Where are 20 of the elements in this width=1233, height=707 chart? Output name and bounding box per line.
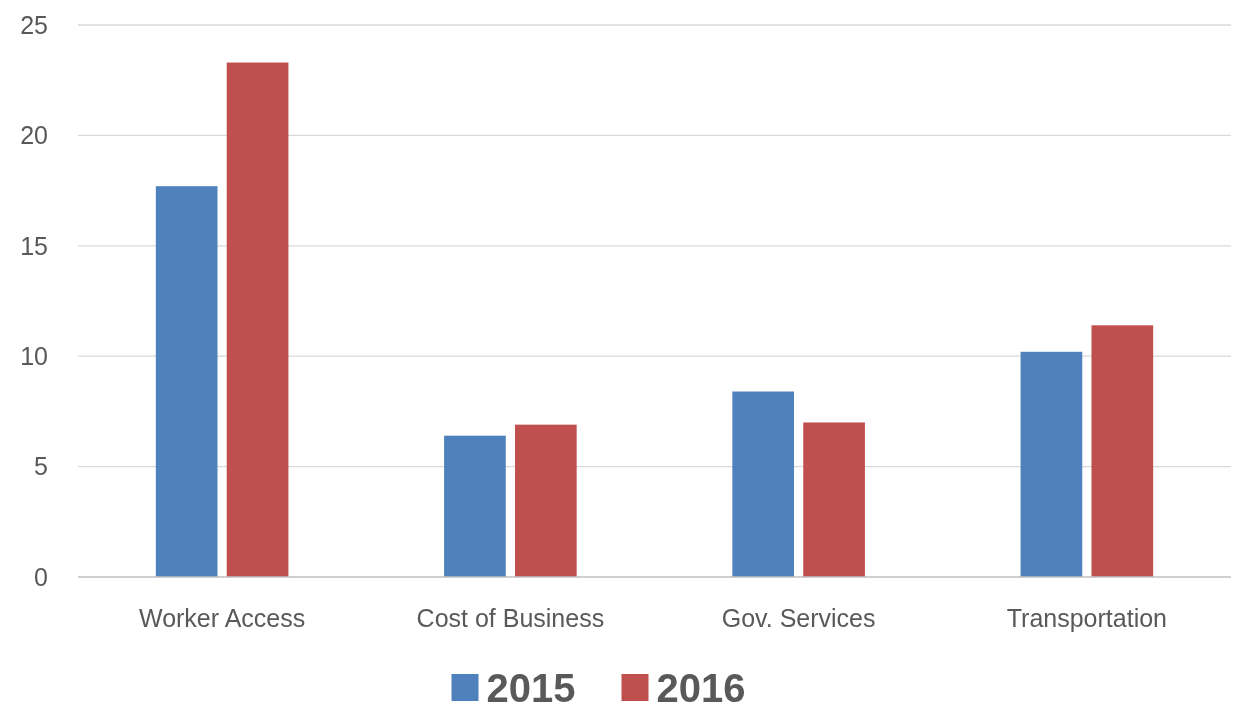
y-tick-label: 20 bbox=[20, 121, 48, 150]
bar bbox=[155, 186, 218, 577]
legend-label: 2016 bbox=[656, 666, 746, 707]
x-tick-label: Transportation bbox=[1006, 604, 1168, 632]
legend-label: 2015 bbox=[486, 666, 576, 707]
bar bbox=[444, 435, 506, 577]
bar bbox=[1091, 325, 1154, 577]
y-tick-label: 25 bbox=[20, 10, 48, 39]
bar bbox=[514, 424, 577, 577]
bar bbox=[1020, 351, 1083, 577]
x-tick-label: Gov. Services bbox=[721, 604, 876, 632]
y-tick-label: 10 bbox=[20, 341, 48, 370]
bar bbox=[803, 422, 865, 577]
y-tick-label: 15 bbox=[20, 231, 48, 260]
y-tick-label: 0 bbox=[34, 562, 48, 591]
x-tick-label: Cost of Business bbox=[416, 604, 605, 632]
bar bbox=[732, 391, 795, 577]
y-tick-label: 5 bbox=[34, 452, 48, 481]
bar bbox=[226, 62, 289, 577]
x-tick-label: Worker Access bbox=[139, 604, 306, 632]
